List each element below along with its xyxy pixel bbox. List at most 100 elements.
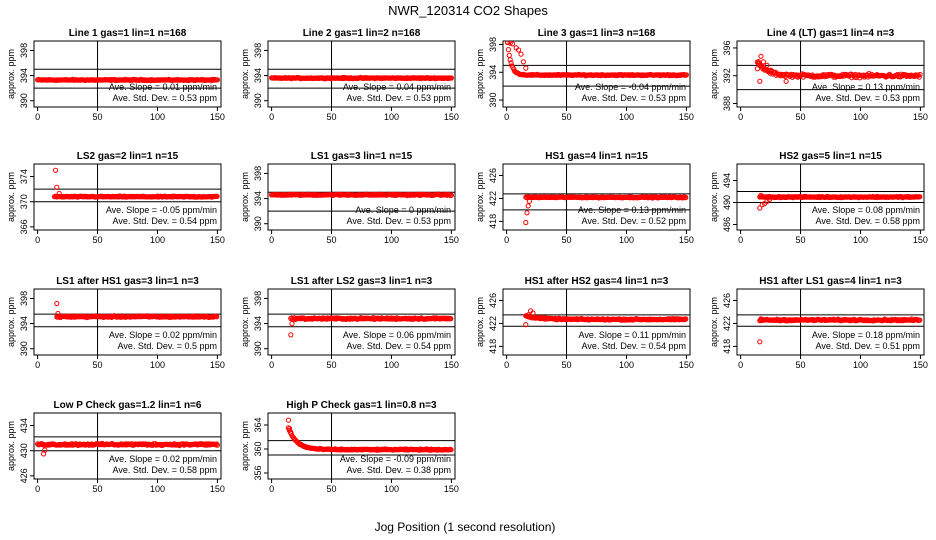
y-axis-label: approx. ppm (6, 172, 16, 222)
panel-4: Line 4 (LT) gas=1 lin=4 n=3 0 50 100 150 388 3… (709, 28, 928, 122)
data-point (505, 31, 509, 35)
std-dev-annotation: Ave. Std. Dev. = 0.54 ppm (582, 341, 686, 351)
data-point (764, 62, 770, 68)
x-tick-label: 50 (796, 360, 806, 370)
data-point (448, 316, 454, 322)
y-tick-label: 422 (722, 316, 732, 331)
y-tick-label: 398 (19, 291, 29, 306)
x-tick-label: 50 (327, 484, 337, 494)
data-points (269, 191, 454, 199)
y-tick-label: 390 (253, 341, 263, 356)
panel-title: HS1 after HS2 gas=4 lin=1 n=3 (525, 276, 669, 287)
plot-frame (267, 163, 456, 231)
x-tick-label: 50 (327, 112, 337, 122)
panel-2: Line 2 gas=1 lin=2 n=168 0 50 100 150 390 394 3… (240, 28, 459, 122)
data-point (917, 194, 923, 200)
data-points (288, 315, 454, 338)
data-point (44, 442, 51, 448)
data-point (768, 67, 774, 73)
x-tick-label: 150 (679, 112, 694, 122)
std-dev-annotation: Ave. Std. Dev. = 0.38 ppm (347, 465, 451, 475)
slope-annotation: Ave. Slope = -0.05 ppm/min (106, 205, 217, 215)
y-tick-label: 394 (253, 316, 263, 331)
x-tick-label: 50 (796, 112, 806, 122)
x-tick-label: 50 (327, 360, 337, 370)
data-point (507, 41, 513, 46)
data-point (810, 74, 816, 80)
y-tick-label: 398 (488, 37, 498, 52)
x-tick-label: 0 (269, 235, 274, 245)
x-tick-label: 100 (619, 360, 634, 370)
plot-frame (267, 288, 456, 356)
plot-frame (736, 163, 925, 231)
plot-frame (502, 40, 691, 108)
plot-frame (267, 40, 456, 108)
y-axis-label: approx. ppm (240, 172, 250, 222)
data-point (214, 442, 220, 448)
plot-frame (267, 412, 456, 480)
y-tick-label: 370 (19, 194, 29, 209)
plot-frame (502, 288, 691, 356)
data-point (505, 41, 511, 45)
y-tick-label: 398 (253, 166, 263, 181)
x-tick-label: 0 (269, 484, 274, 494)
y-tick-label: 398 (253, 43, 263, 58)
slope-annotation: Ave. Slope = 0.02 ppm/min (109, 454, 217, 464)
y-tick-label: 394 (19, 68, 29, 83)
data-point (756, 60, 762, 66)
x-tick-label: 150 (679, 360, 694, 370)
data-point (917, 71, 923, 78)
panel-8: HS2 gas=5 lin=1 n=15 0 50 100 150 486 490 494ap… (709, 151, 928, 245)
data-points (523, 194, 689, 226)
x-tick-label: 50 (93, 360, 103, 370)
std-dev-annotation: Ave. Std. Dev. = 0.53 ppm (347, 93, 451, 103)
y-tick-label: 394 (19, 316, 29, 331)
figure-title: NWR_120314 CO2 Shapes (388, 3, 548, 18)
y-axis-label: approx. ppm (475, 49, 485, 99)
y-tick-label: 388 (722, 96, 732, 111)
y-tick-label: 396 (722, 40, 732, 55)
data-point (407, 316, 413, 322)
x-tick-label: 0 (35, 360, 40, 370)
x-tick-label: 0 (35, 235, 40, 245)
panel-3: Line 3 gas=1 lin=3 n=168 0 50 100 150 390 394 3… (475, 28, 694, 122)
x-tick-label: 50 (93, 235, 103, 245)
y-tick-label: 418 (488, 214, 498, 229)
data-point (508, 60, 514, 66)
y-axis-label: approx. ppm (6, 49, 16, 99)
std-dev-annotation: Ave. Std. Dev. = 0.58 ppm (816, 216, 920, 226)
x-tick-label: 150 (210, 360, 225, 370)
data-point (758, 192, 764, 198)
x-tick-label: 100 (150, 360, 165, 370)
std-dev-annotation: Ave. Std. Dev. = 0.53 ppm (113, 93, 217, 103)
data-point (683, 316, 689, 322)
data-points (757, 192, 923, 211)
panel-9: LS1 after HS1 gas=3 lin=1 n=3 0 50 100 150 39… (6, 276, 225, 370)
data-point (214, 193, 220, 199)
y-axis-label: approx. ppm (240, 49, 250, 99)
x-tick-label: 100 (853, 112, 868, 122)
data-point (524, 210, 530, 216)
y-tick-label: 490 (722, 195, 732, 210)
x-tick-label: 150 (913, 360, 928, 370)
data-point (448, 192, 454, 198)
panel-title: Line 1 gas=1 lin=1 n=168 (69, 28, 187, 39)
panel-title: HS1 after LS1 gas=4 lin=1 n=3 (759, 276, 902, 287)
std-dev-annotation: Ave. Std. Dev. = 0.58 ppm (113, 465, 217, 475)
data-point (448, 447, 454, 453)
panel-title: LS2 gas=2 lin=1 n=15 (77, 151, 179, 162)
x-tick-label: 150 (913, 235, 928, 245)
data-point (526, 198, 533, 204)
data-points (754, 53, 923, 84)
slope-annotation: Ave. Slope = 0.01 ppm/min (109, 82, 217, 92)
data-point (505, 47, 511, 53)
x-tick-label: 100 (619, 235, 634, 245)
x-tick-label: 100 (150, 484, 165, 494)
y-axis-label: approx. ppm (475, 297, 485, 347)
plot-frame (736, 40, 925, 108)
y-tick-label: 366 (19, 219, 29, 234)
data-point (520, 59, 527, 65)
data-point (213, 441, 220, 447)
y-tick-label: 418 (722, 339, 732, 354)
